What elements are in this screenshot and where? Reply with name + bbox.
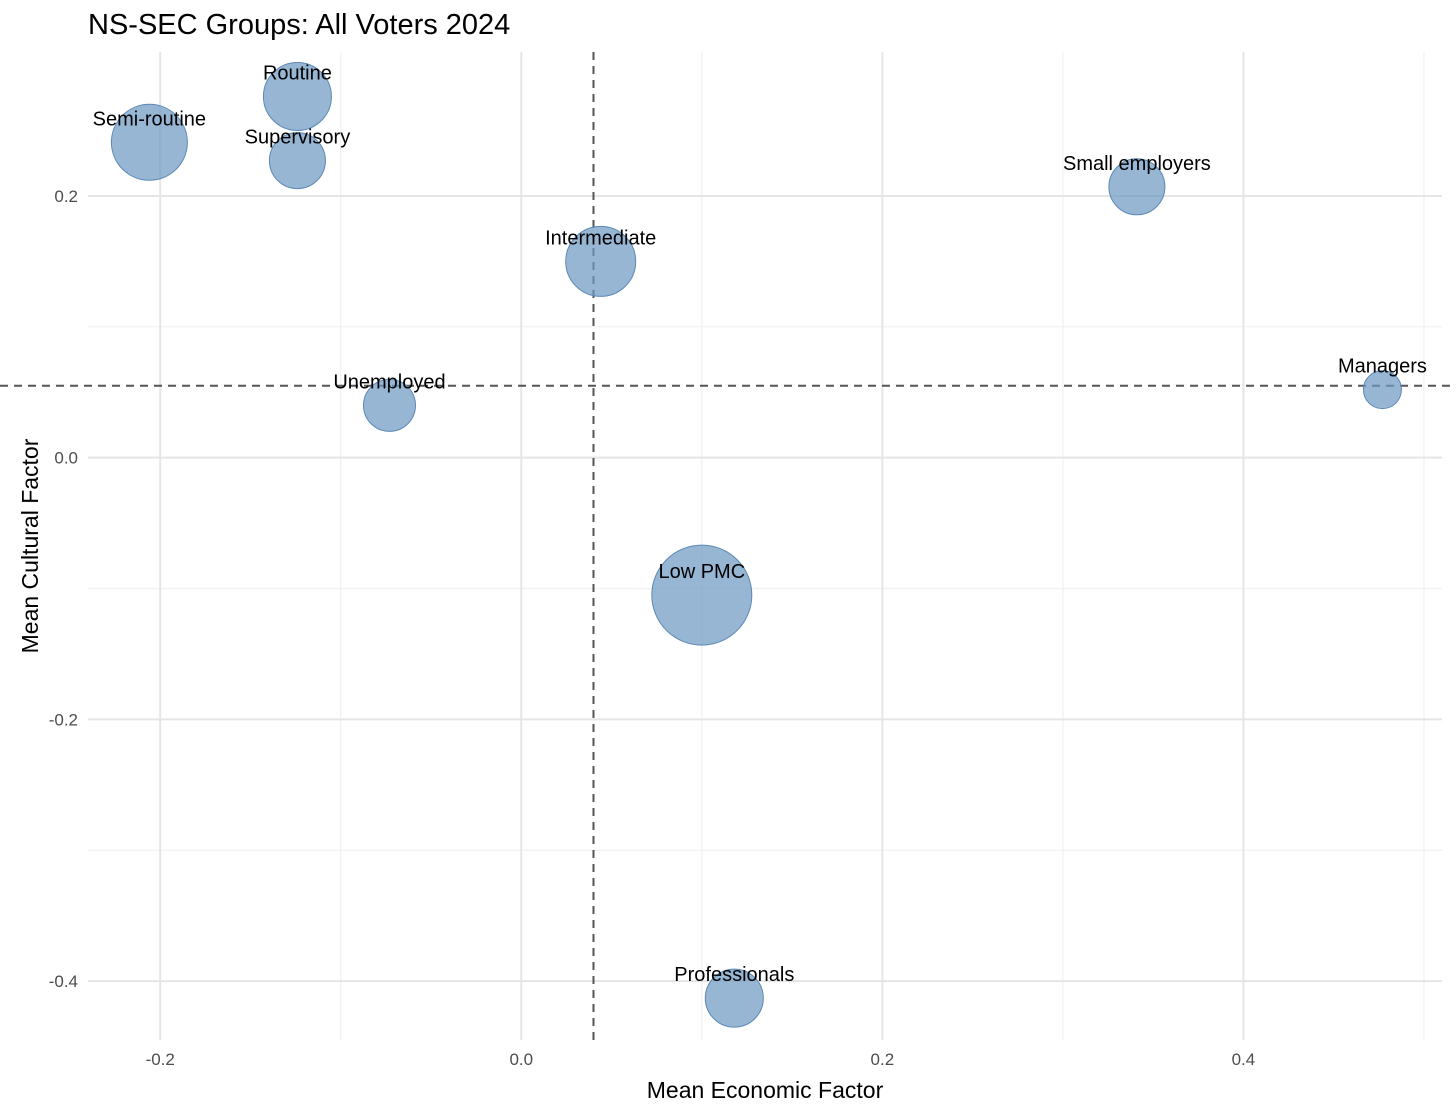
x-tick-label: 0.4 [1232, 1050, 1256, 1069]
y-tick-label: 0.2 [54, 187, 78, 206]
point-label: Routine [263, 62, 332, 84]
point-label: Professionals [674, 964, 794, 986]
x-axis-title: Mean Economic Factor [647, 1077, 884, 1103]
x-tick-label: 0.0 [509, 1050, 533, 1069]
bubble-point [651, 544, 753, 646]
bubble-point [362, 378, 416, 432]
reference-lines [0, 52, 1456, 1040]
bubble-point [565, 225, 637, 297]
x-tick-label: 0.2 [871, 1050, 895, 1069]
y-tick-label: 0.0 [54, 449, 78, 468]
bubble-point [268, 132, 326, 190]
point-label: Managers [1338, 356, 1427, 378]
y-axis-title: Mean Cultural Factor [17, 438, 43, 653]
x-axis-ticks: -0.2 0.0 0.2 0.4 [146, 1050, 1256, 1069]
bubble-point [1108, 158, 1166, 216]
y-tick-label: -0.4 [49, 972, 78, 991]
point-label: Intermediate [545, 227, 656, 249]
point-label: Small employers [1063, 153, 1211, 175]
x-tick-label: -0.2 [146, 1050, 175, 1069]
y-tick-label: -0.2 [49, 710, 78, 729]
point-label: Supervisory [245, 127, 351, 149]
minor-gridlines [88, 52, 1442, 1040]
chart-title: NS-SEC Groups: All Voters 2024 [88, 9, 510, 41]
point-label: Semi-routine [93, 108, 206, 130]
point-label: Unemployed [333, 371, 445, 393]
bubble-point [262, 61, 332, 131]
point-label: Low PMC [658, 561, 745, 583]
point-label-layer: Semi-routine Routine Supervisory Unemployed… [93, 62, 1427, 986]
bubble-point [704, 968, 764, 1028]
bubble-point [110, 103, 188, 181]
major-gridlines [88, 52, 1442, 1040]
y-axis-ticks: -0.4 -0.2 0.0 0.2 [49, 187, 78, 991]
bubble-layer [110, 61, 1402, 1028]
bubble-point [1362, 370, 1402, 410]
